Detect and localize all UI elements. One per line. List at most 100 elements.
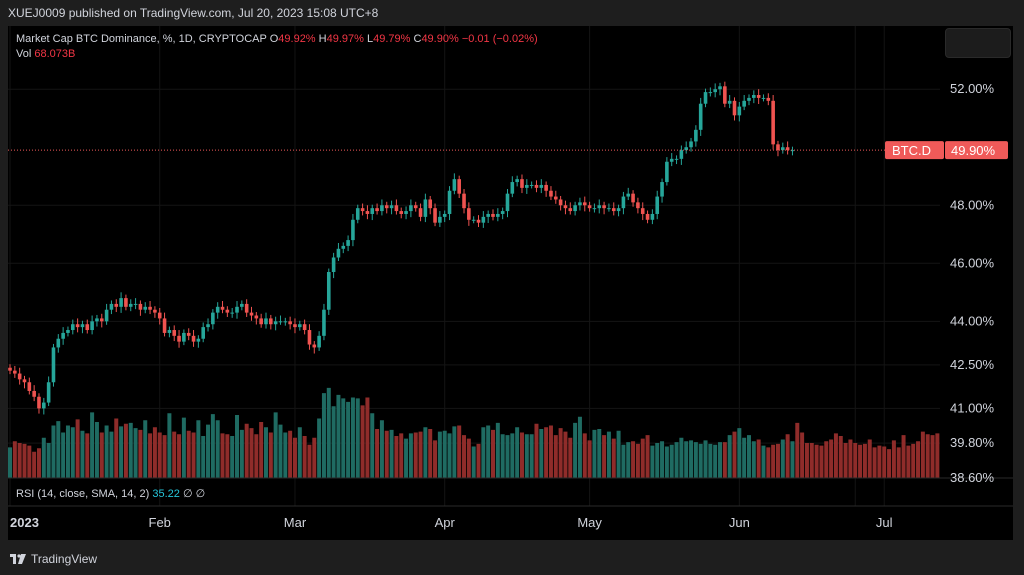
volume-bar — [515, 427, 520, 478]
volume-bar — [408, 433, 413, 478]
volume-bar — [215, 420, 220, 478]
candle-body — [621, 196, 626, 209]
candle-body — [95, 318, 99, 322]
rsi-extra-1: ∅ — [182, 488, 193, 500]
volume-legend: Vol 68.073B — [16, 48, 75, 60]
volume-bar — [766, 447, 771, 478]
candle-body — [230, 312, 234, 314]
volume-bar — [824, 441, 829, 478]
candle-body — [360, 208, 365, 212]
legend-high-value: 49.97% — [326, 33, 364, 45]
candle-body — [225, 309, 230, 313]
volume-bar — [872, 447, 877, 478]
candle-body — [467, 208, 471, 220]
candle-body — [211, 312, 215, 325]
candle-body — [186, 332, 191, 336]
volume-bar — [592, 429, 597, 478]
candle-body — [254, 315, 259, 319]
candle-body — [128, 303, 133, 307]
y-tick-label: 46.00% — [950, 255, 995, 270]
volume-bar — [563, 431, 568, 478]
candle-body — [694, 129, 698, 142]
tradingview-logo[interactable]: TradingView — [10, 552, 97, 566]
candle-body — [679, 150, 684, 159]
volume-bar — [790, 441, 795, 478]
candle-body — [428, 199, 433, 209]
candle-body — [698, 103, 703, 130]
candlestick-chart[interactable]: 52.00% 48.00% 46.00% 44.00% 42.50% 41.00% 39.8… — [8, 26, 1013, 540]
candle-body — [259, 318, 263, 325]
legend-low-value: 49.79% — [373, 33, 411, 45]
candle-body — [153, 309, 157, 313]
publisher-line: XUEJ0009 published on TradingView.com, J… — [8, 6, 379, 20]
volume-bar — [27, 445, 32, 478]
symbol-tag-label: BTC.D — [892, 143, 931, 158]
y-tick-label: 48.00% — [950, 197, 995, 212]
candle-body — [703, 92, 708, 104]
candle-body — [578, 202, 582, 206]
candle-body — [650, 213, 655, 220]
volume-bar — [833, 433, 838, 478]
volume-bar — [727, 435, 732, 478]
volume-bar — [399, 433, 404, 478]
candle-body — [481, 216, 486, 223]
candle-body — [737, 106, 742, 116]
chart-panel[interactable]: 52.00% 48.00% 46.00% 44.00% 42.50% 41.00% 39.8… — [8, 26, 1013, 540]
volume-bar — [708, 443, 713, 478]
volume-bar — [804, 443, 809, 478]
volume-bar — [181, 417, 186, 478]
volume-bar — [244, 423, 249, 478]
volume-bar — [916, 441, 921, 478]
volume-bar — [486, 425, 491, 478]
volume-bar — [660, 441, 665, 478]
candle-body — [640, 208, 645, 214]
volume-bar — [867, 439, 872, 478]
candle-body — [423, 199, 428, 217]
volume-bar — [268, 432, 273, 478]
volume-bar — [906, 445, 911, 478]
candle-body — [438, 216, 442, 223]
volume-bar — [273, 412, 278, 478]
tradingview-brand: TradingView — [31, 552, 98, 566]
volume-bar — [278, 424, 283, 478]
chart-settings-box[interactable] — [945, 28, 1011, 58]
volume-bar — [12, 441, 17, 478]
volume-bar — [669, 444, 674, 478]
volume-bar — [761, 445, 766, 478]
candle-body — [447, 190, 452, 214]
volume-bar — [32, 451, 37, 478]
candle-body — [476, 219, 481, 223]
candle-body — [302, 324, 307, 331]
volume-bar — [679, 437, 684, 478]
volume-bar — [123, 423, 128, 478]
volume-bar — [693, 442, 698, 478]
legend-change: −0.01 (−0.02%) — [461, 33, 538, 45]
volume-bar — [379, 420, 384, 478]
candle-body — [351, 219, 355, 241]
volume-bar — [529, 434, 534, 478]
candle-body — [771, 100, 775, 145]
candle-body — [399, 211, 404, 214]
volume-bar — [684, 441, 689, 478]
volume-bar — [616, 430, 621, 478]
volume-bar — [206, 424, 211, 478]
volume-bar — [152, 427, 157, 478]
volume-bar — [447, 433, 452, 478]
candle-body — [394, 205, 399, 212]
candle-body — [32, 390, 36, 397]
volume-bar — [558, 428, 563, 478]
volume-bar — [254, 434, 259, 478]
volume-bar — [428, 429, 433, 478]
volume-bar — [568, 437, 573, 478]
volume-bar — [925, 434, 930, 478]
volume-bar — [90, 412, 95, 478]
volume-bar — [718, 442, 723, 478]
volume-bar — [848, 439, 853, 478]
volume-bar — [210, 414, 215, 478]
volume-value: 68.073B — [34, 48, 76, 60]
volume-bar — [51, 425, 56, 478]
candle-body — [172, 330, 177, 336]
candle-body — [539, 184, 544, 188]
rsi-label: RSI (14, close, SMA, 14, 2) — [16, 488, 150, 500]
volume-bar — [249, 428, 254, 478]
